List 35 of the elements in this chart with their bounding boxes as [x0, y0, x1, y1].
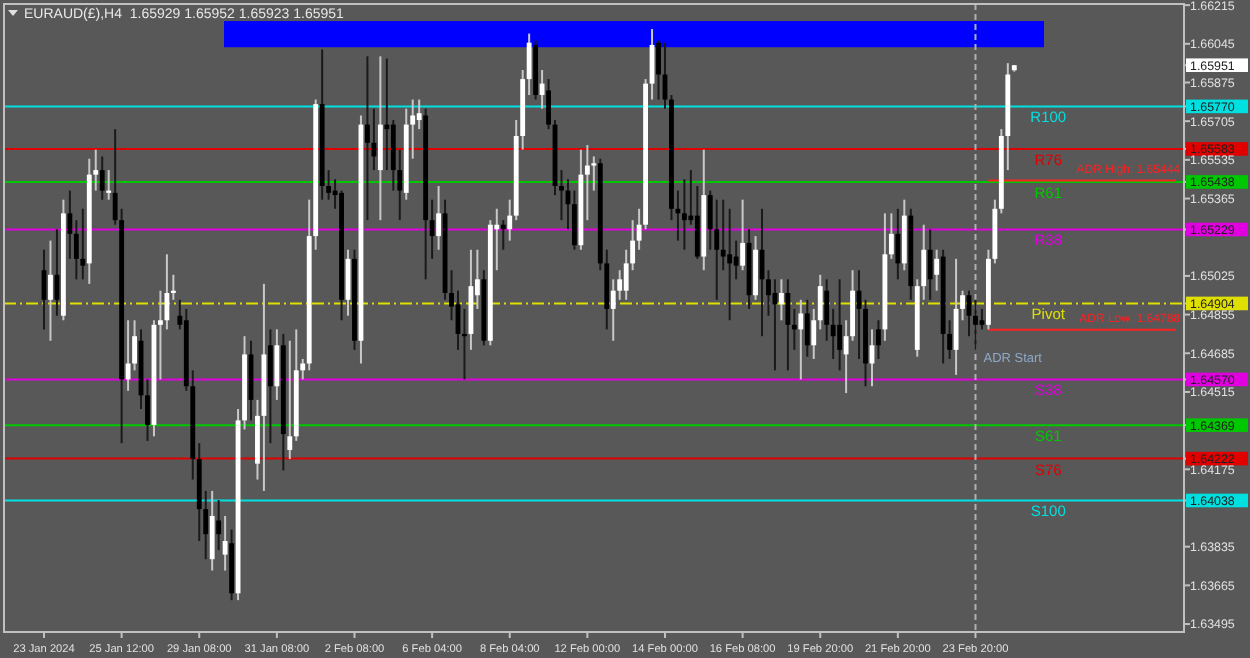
candlestick: [973, 298, 978, 351]
candlestick: [798, 298, 804, 381]
candlestick: [778, 278, 784, 322]
candlestick: [837, 278, 843, 372]
candlestick: [125, 319, 131, 392]
candlestick: [740, 198, 746, 272]
candlestick: [895, 207, 901, 281]
candlestick: [222, 514, 228, 572]
candlestick: [500, 219, 506, 251]
candlestick: [274, 328, 280, 401]
candlestick: [656, 39, 661, 101]
candlestick: [979, 307, 985, 331]
candlestick: [610, 278, 616, 342]
candlestick: [99, 155, 105, 201]
candlestick: [876, 319, 881, 360]
candlestick: [727, 207, 733, 322]
candlestick: [48, 239, 53, 342]
candlestick: [539, 68, 545, 110]
candlestick: [436, 185, 442, 251]
candlestick: [901, 198, 907, 272]
candlestick: [804, 298, 810, 358]
candlestick: [681, 178, 687, 251]
candlestick: [384, 57, 390, 172]
candlestick: [753, 235, 758, 301]
candlestick: [927, 228, 933, 301]
candlestick: [209, 489, 215, 572]
candlestick: [365, 55, 370, 222]
candlestick: [267, 328, 273, 445]
candlestick: [106, 169, 112, 201]
candlestick: [785, 278, 791, 372]
candlestick: [934, 248, 940, 292]
candlestick: [80, 207, 86, 281]
candlestick: [377, 55, 383, 222]
candlestick: [216, 499, 222, 552]
candlestick: [714, 198, 720, 301]
